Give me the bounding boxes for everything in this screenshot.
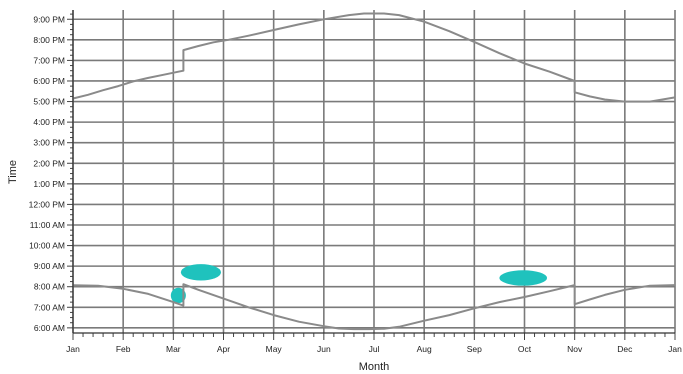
y-tick-label: 8:00 PM — [33, 35, 65, 45]
axes — [67, 10, 676, 340]
y-tick-label: 7:00 PM — [33, 55, 65, 65]
y-tick-label: 10:00 AM — [29, 241, 65, 251]
highlight-region — [499, 270, 548, 286]
y-tick-label: 9:00 AM — [34, 261, 65, 271]
y-tick-label: 6:00 PM — [33, 76, 65, 86]
y-tick-label: 1:00 PM — [33, 179, 65, 189]
highlight-region — [170, 287, 186, 304]
x-tick-label: Aug — [417, 344, 432, 354]
x-tick-label: May — [266, 344, 283, 354]
x-tick-label: Apr — [217, 344, 230, 354]
x-tick-label: Oct — [518, 344, 532, 354]
y-axis-title: Time — [7, 160, 19, 184]
tick-labels: Jan Feb Mar Apr May Jun Jul Aug Sep Oct Nov Dec Jan 6… — [29, 14, 683, 354]
blob-layer — [170, 264, 548, 304]
y-tick-label: 5:00 PM — [33, 97, 65, 107]
x-tick-label: Jan — [668, 344, 682, 354]
x-tick-label: Jul — [369, 344, 380, 354]
series-line-upper — [72, 12, 676, 103]
grid — [72, 10, 676, 333]
y-tick-label: 2:00 PM — [33, 158, 65, 168]
y-tick-label: 11:00 AM — [30, 220, 65, 230]
highlight-region — [180, 264, 221, 281]
x-tick-label: Sep — [467, 344, 482, 354]
y-tick-label: 9:00 PM — [33, 14, 65, 24]
series-layer — [72, 12, 676, 331]
x-tick-label: Jan — [66, 344, 80, 354]
x-tick-label: Nov — [567, 344, 583, 354]
y-tick-label: 4:00 PM — [33, 117, 65, 127]
x-tick-label: Mar — [166, 344, 181, 354]
series-line-lower — [72, 283, 676, 331]
x-axis-title: Month — [359, 361, 390, 373]
y-tick-label: 8:00 AM — [34, 282, 65, 292]
y-tick-label: 12:00 PM — [29, 199, 65, 209]
x-tick-label: Jun — [317, 344, 331, 354]
x-tick-label: Feb — [116, 344, 131, 354]
y-tick-label: 3:00 PM — [33, 138, 65, 148]
y-tick-label: 6:00 AM — [34, 323, 65, 333]
y-tick-label: 7:00 AM — [34, 302, 65, 312]
x-tick-label: Dec — [617, 344, 633, 354]
